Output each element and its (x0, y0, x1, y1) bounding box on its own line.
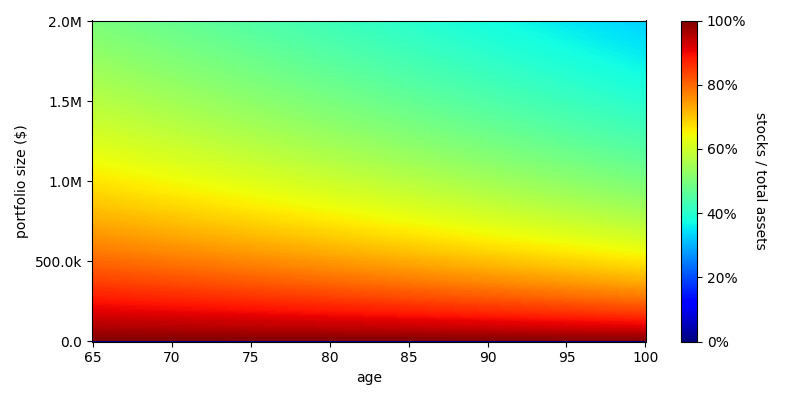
X-axis label: age: age (356, 371, 382, 385)
Y-axis label: portfolio size ($): portfolio size ($) (15, 124, 29, 238)
Y-axis label: stocks / total assets: stocks / total assets (753, 112, 767, 250)
